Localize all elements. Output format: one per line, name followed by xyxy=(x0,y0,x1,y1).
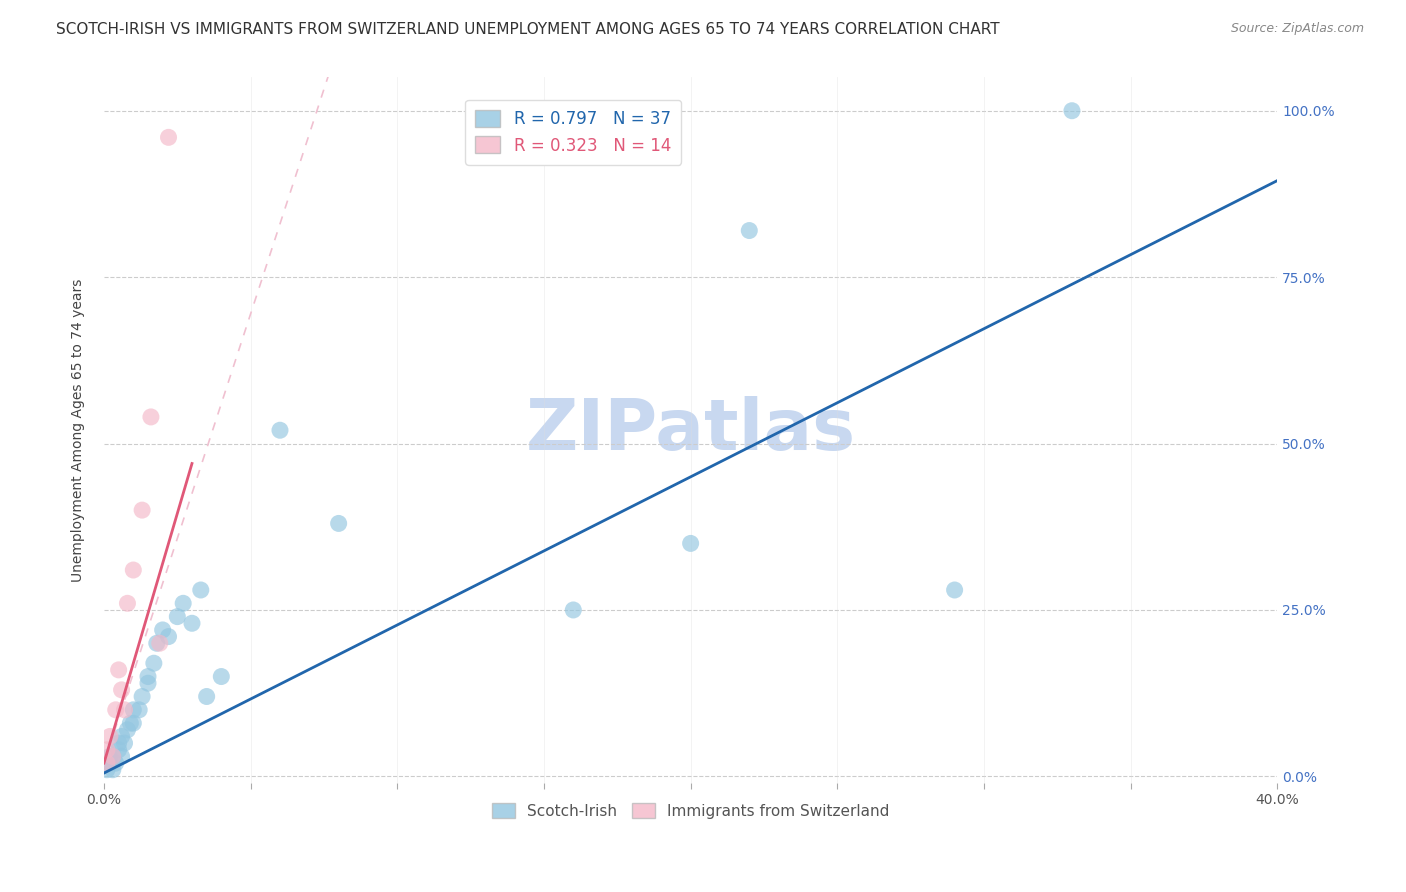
Point xyxy=(96,756,118,770)
Point xyxy=(562,603,585,617)
Point xyxy=(96,763,118,777)
Point xyxy=(142,657,165,671)
Point xyxy=(166,609,188,624)
Point xyxy=(107,743,129,757)
Y-axis label: Unemployment Among Ages 65 to 74 years: Unemployment Among Ages 65 to 74 years xyxy=(72,278,86,582)
Point xyxy=(122,563,145,577)
Point xyxy=(98,730,121,744)
Point xyxy=(114,703,136,717)
Point xyxy=(1060,103,1083,118)
Point xyxy=(209,669,232,683)
Point xyxy=(110,749,132,764)
Point xyxy=(139,409,162,424)
Point xyxy=(98,756,121,770)
Point xyxy=(101,763,124,777)
Point xyxy=(131,690,153,704)
Point xyxy=(96,756,118,770)
Point xyxy=(131,503,153,517)
Point xyxy=(114,736,136,750)
Point xyxy=(181,616,204,631)
Point xyxy=(110,682,132,697)
Point xyxy=(101,749,124,764)
Point xyxy=(146,636,169,650)
Point xyxy=(269,423,291,437)
Point xyxy=(152,623,174,637)
Point xyxy=(110,730,132,744)
Point xyxy=(101,749,124,764)
Point xyxy=(117,723,139,737)
Point xyxy=(107,736,129,750)
Point xyxy=(149,636,172,650)
Point xyxy=(120,716,142,731)
Point xyxy=(190,582,212,597)
Point xyxy=(195,690,218,704)
Point xyxy=(98,749,121,764)
Point xyxy=(157,130,180,145)
Point xyxy=(943,582,966,597)
Point xyxy=(128,703,150,717)
Legend: Scotch-Irish, Immigrants from Switzerland: Scotch-Irish, Immigrants from Switzerlan… xyxy=(485,797,896,825)
Text: Source: ZipAtlas.com: Source: ZipAtlas.com xyxy=(1230,22,1364,36)
Point xyxy=(122,716,145,731)
Point xyxy=(104,703,127,717)
Point xyxy=(117,596,139,610)
Text: ZIPatlas: ZIPatlas xyxy=(526,396,856,465)
Text: SCOTCH-IRISH VS IMMIGRANTS FROM SWITZERLAND UNEMPLOYMENT AMONG AGES 65 TO 74 YEA: SCOTCH-IRISH VS IMMIGRANTS FROM SWITZERL… xyxy=(56,22,1000,37)
Point xyxy=(96,743,118,757)
Point xyxy=(172,596,194,610)
Point xyxy=(157,630,180,644)
Point xyxy=(328,516,350,531)
Point xyxy=(122,703,145,717)
Point xyxy=(107,663,129,677)
Point xyxy=(104,756,127,770)
Point xyxy=(738,223,761,237)
Point xyxy=(679,536,702,550)
Point xyxy=(136,669,159,683)
Point xyxy=(136,676,159,690)
